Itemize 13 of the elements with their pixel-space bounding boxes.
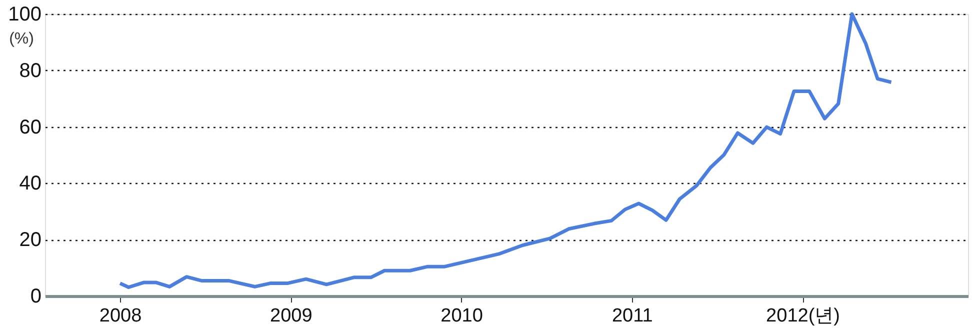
y-tick-label: 0 bbox=[30, 286, 42, 308]
line-series bbox=[118, 12, 893, 290]
y-tick-label: 20 bbox=[19, 229, 42, 252]
x-tick-label: 2009 bbox=[270, 306, 312, 326]
y-tick-label: 80 bbox=[19, 60, 42, 82]
y-axis-title: (%) bbox=[9, 30, 34, 48]
x-tick-label: 2008 bbox=[99, 306, 142, 326]
y-tick-label: 40 bbox=[19, 172, 42, 195]
x-tick-label: 2011 bbox=[612, 306, 653, 326]
x-tick-label: 2012(년) bbox=[766, 306, 840, 326]
y-tick-label: 60 bbox=[19, 116, 42, 138]
x-tick-label: 2010 bbox=[440, 306, 483, 326]
y-tick-label: 100 bbox=[8, 4, 42, 26]
